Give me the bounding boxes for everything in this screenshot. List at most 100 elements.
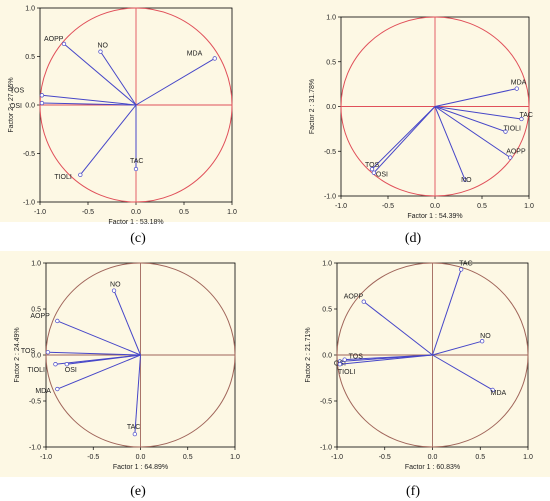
point-label: MDA bbox=[35, 388, 51, 395]
point-label: TIOLI bbox=[504, 126, 522, 133]
panel-label-e: (e) bbox=[130, 484, 146, 499]
loading-point bbox=[480, 339, 485, 344]
y-tick-label: 1.0 bbox=[31, 261, 41, 268]
loading-vector bbox=[434, 106, 506, 133]
point-label: NO bbox=[97, 43, 108, 50]
loading-point bbox=[508, 155, 513, 160]
loading-vector bbox=[134, 354, 141, 435]
loading-vector bbox=[434, 106, 466, 181]
x-tick-label: -0.5 bbox=[379, 454, 391, 461]
loading-point bbox=[53, 362, 58, 367]
loading-vector bbox=[100, 51, 137, 106]
x-tick-label: -1.0 bbox=[331, 454, 343, 461]
x-tick-label: 0.0 bbox=[430, 203, 440, 210]
biplot-svg: -1.0 -1.0 -0.5 -0.5 0.0 0.0 0.5 0.5 1.0 1.0 Factor… bbox=[305, 260, 533, 471]
point-label: MDA bbox=[491, 390, 507, 397]
biplot-svg: -1.0 -1.0 -0.5 -0.5 0.0 0.0 0.5 0.5 1.0 1.0 Factor… bbox=[14, 261, 240, 472]
point-label: TIOLI bbox=[54, 174, 72, 181]
loading-point bbox=[39, 100, 45, 106]
loading-point bbox=[361, 299, 366, 304]
point-label: NO bbox=[461, 177, 472, 184]
x-tick-label: 0.0 bbox=[136, 454, 146, 461]
x-axis-label: Factor 1 : 54.39% bbox=[407, 213, 462, 220]
x-tick-label: 1.0 bbox=[230, 454, 240, 461]
y-tick-label: -0.5 bbox=[324, 149, 336, 156]
loading-vector bbox=[371, 106, 436, 170]
loading-point bbox=[55, 386, 60, 392]
point-label: TOS bbox=[10, 87, 25, 94]
loading-vector bbox=[344, 354, 433, 361]
loading-vector bbox=[434, 106, 511, 158]
biplot-panel-f: -1.0 -1.0 -0.5 -0.5 0.0 0.0 0.5 0.5 1.0 1.0 Factor… bbox=[275, 251, 550, 477]
y-axis-label: Factor 2 : 24.49% bbox=[14, 327, 21, 382]
y-tick-label: 0.0 bbox=[322, 353, 332, 360]
loading-point bbox=[133, 166, 139, 172]
loading-point bbox=[61, 41, 67, 47]
y-tick-label: -1.0 bbox=[324, 194, 336, 201]
point-label: AOPP bbox=[44, 36, 64, 43]
y-tick-label: 1.0 bbox=[322, 261, 332, 268]
x-tick-label: -1.0 bbox=[34, 209, 46, 216]
y-tick-label: 0.5 bbox=[326, 59, 336, 66]
y-axis-label: Factor 2 : 31.78% bbox=[309, 79, 316, 134]
loading-vector bbox=[432, 269, 462, 356]
loading-point bbox=[337, 362, 343, 367]
biplot-panel-e: -1.0 -1.0 -0.5 -0.5 0.0 0.0 0.5 0.5 1.0 1.0 Factor… bbox=[0, 251, 275, 477]
loading-point bbox=[369, 166, 375, 172]
x-axis-label: Factor 1 : 64.89% bbox=[113, 464, 168, 471]
loading-point bbox=[55, 318, 60, 324]
x-tick-label: 1.0 bbox=[227, 209, 237, 216]
biplot-svg: -1.0 -1.0 -0.5 -0.5 0.0 0.0 0.5 0.5 1.0 1.0 Factor… bbox=[8, 6, 237, 227]
loading-vector bbox=[339, 354, 433, 365]
x-axis-label: Factor 1 : 60.83% bbox=[405, 464, 460, 471]
x-tick-label: 0.5 bbox=[477, 203, 487, 210]
loading-vector bbox=[57, 320, 141, 356]
x-tick-label: -1.0 bbox=[40, 454, 52, 461]
point-label: TOS bbox=[21, 348, 36, 355]
loading-point bbox=[111, 288, 117, 293]
loading-point bbox=[514, 86, 519, 91]
panel-label-d: (d) bbox=[404, 231, 422, 246]
loading-vector bbox=[363, 301, 433, 356]
point-label: MDA bbox=[511, 80, 527, 87]
loading-point bbox=[64, 362, 69, 367]
loading-point bbox=[490, 387, 495, 393]
point-label: OSI bbox=[65, 367, 77, 374]
point-label: TAC bbox=[130, 158, 143, 165]
loading-vector bbox=[57, 354, 141, 390]
y-axis-label: Factor 2 : 21.71% bbox=[305, 327, 312, 382]
y-tick-label: -0.5 bbox=[23, 151, 35, 158]
x-axis-label: Factor 1 : 53.18% bbox=[108, 219, 163, 226]
biplot-svg: -1.0 -1.0 -0.5 -0.5 0.0 0.0 0.5 0.5 1.0 1.0 Factor… bbox=[309, 15, 534, 221]
panel-label-c: (c) bbox=[130, 231, 146, 246]
y-tick-label: 1.0 bbox=[25, 6, 35, 13]
y-tick-label: 0.5 bbox=[322, 307, 332, 314]
x-tick-label: -0.5 bbox=[87, 454, 99, 461]
y-tick-label: 0.0 bbox=[326, 104, 336, 111]
loading-vector bbox=[63, 43, 137, 106]
y-axis-label: Factor 2 : 27.05% bbox=[8, 77, 15, 132]
loading-vector bbox=[113, 290, 141, 356]
loading-point bbox=[78, 172, 83, 177]
biplot-panel-c: -1.0 -1.0 -0.5 -0.5 0.0 0.0 0.5 0.5 1.0 1.0 Factor… bbox=[0, 0, 275, 227]
loading-point bbox=[132, 431, 137, 437]
point-label: TAC bbox=[127, 424, 140, 431]
x-tick-label: 1.0 bbox=[523, 454, 533, 461]
x-tick-label: -1.0 bbox=[335, 203, 347, 210]
loading-point bbox=[342, 357, 347, 362]
loading-point bbox=[39, 93, 45, 98]
y-tick-label: -1.0 bbox=[23, 200, 35, 207]
loading-vector bbox=[66, 354, 141, 365]
loading-vector bbox=[373, 106, 436, 174]
x-tick-label: 0.5 bbox=[475, 454, 485, 461]
loading-vector bbox=[41, 94, 137, 106]
loading-point bbox=[519, 116, 524, 122]
loading-point bbox=[462, 177, 468, 183]
loading-point bbox=[458, 267, 464, 272]
point-label: TOS bbox=[365, 162, 380, 169]
y-tick-label: -0.5 bbox=[29, 399, 41, 406]
point-label: AOPP bbox=[506, 149, 526, 156]
point-label: NO bbox=[110, 282, 121, 289]
loading-point bbox=[212, 56, 217, 61]
point-label: AOPP bbox=[30, 313, 50, 320]
